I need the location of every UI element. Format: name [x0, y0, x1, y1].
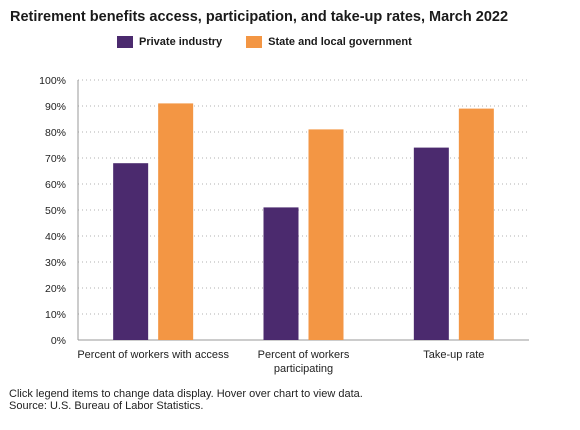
bar[interactable] [158, 103, 194, 341]
legend-item-state-local-government[interactable]: State and local government [246, 36, 412, 48]
y-tick-label: 90% [45, 101, 66, 113]
legend-label-state-local-government: State and local government [268, 36, 412, 48]
bar[interactable] [458, 108, 494, 340]
y-tick-label: 70% [45, 153, 66, 165]
chart-title: Retirement benefits access, participatio… [10, 9, 509, 25]
y-tick-label: 10% [45, 309, 66, 321]
legend-swatch-state-local-government [246, 36, 263, 48]
footer-note: Click legend items to change data displa… [9, 388, 363, 400]
y-tick-label: 30% [45, 257, 66, 269]
x-category-label: Percent of workers with access [77, 349, 229, 361]
y-tick-label: 80% [45, 127, 66, 139]
bar-chart: 0% 10% 20% 30% 40% 50% 60% 70% 80% 90% 100% Percent… [39, 75, 529, 375]
y-tick-label: 40% [45, 231, 66, 243]
y-tick-label: 20% [45, 283, 66, 295]
bar[interactable] [113, 163, 149, 340]
legend-item-private-industry[interactable]: Private industry [117, 36, 222, 48]
bar[interactable] [308, 129, 344, 340]
x-category-label: Percent of workers participating [258, 349, 350, 375]
y-tick-label: 0% [51, 335, 66, 347]
y-tick-label: 100% [39, 75, 66, 87]
legend-label-private-industry: Private industry [139, 36, 223, 48]
bar[interactable] [413, 147, 449, 340]
bar[interactable] [263, 207, 299, 340]
y-tick-label: 60% [45, 179, 66, 191]
footer-source: Source: U.S. Bureau of Labor Statistics. [9, 400, 204, 412]
legend: Private industry State and local governm… [117, 36, 436, 48]
legend-swatch-private-industry [117, 36, 133, 48]
chart-footer: Click legend items to change data displa… [9, 388, 363, 412]
x-category-label: Take-up rate [423, 349, 484, 361]
y-tick-label: 50% [45, 205, 66, 217]
